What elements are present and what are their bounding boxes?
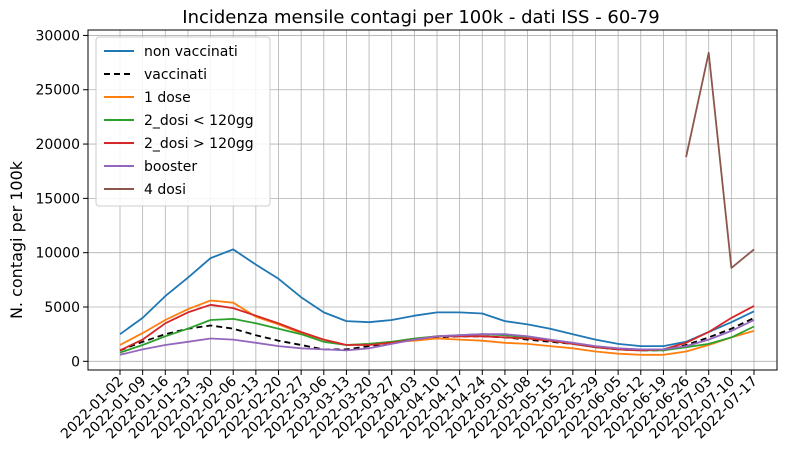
chart-title: Incidenza mensile contagi per 100k - dat…	[182, 7, 659, 28]
y-tick-label: 25000	[35, 83, 80, 99]
legend: non vaccinati vaccinati 1 dose 2_dosi < 120…	[95, 36, 271, 207]
y-tick-label: 5000	[44, 300, 80, 316]
y-axis: 0 5000 10000 15000 20000 25000 30000	[35, 28, 88, 370]
series-line-vaccinati	[119, 317, 755, 352]
series-line-non-vaccinati	[119, 248, 755, 347]
y-tick-label: 10000	[35, 246, 80, 262]
legend-label: 2_dosi < 120gg	[144, 113, 254, 129]
x-axis: 2022-01-022022-01-092022-01-162022-01-23…	[58, 370, 761, 442]
legend-label: vaccinati	[144, 67, 207, 83]
series-line-booster	[119, 319, 755, 356]
y-tick-label: 20000	[35, 137, 80, 153]
y-axis-label: N. contagi per 100k	[7, 160, 26, 319]
legend-label: 2_dosi > 120gg	[144, 136, 254, 152]
legend-box	[95, 36, 271, 207]
plot-frame	[87, 29, 778, 371]
y-tick-label: 15000	[35, 191, 80, 207]
series-layer	[119, 51, 755, 356]
legend-label: non vaccinati	[144, 44, 238, 60]
y-tick-label: 0	[71, 354, 80, 370]
y-tick-label: 30000	[35, 28, 80, 44]
legend-label: booster	[144, 159, 197, 175]
legend-label: 4 dosi	[144, 182, 186, 198]
legend-label: 1 dose	[144, 90, 191, 106]
series-line-1-dose	[119, 299, 755, 356]
series-line-4-dosi	[685, 51, 755, 269]
